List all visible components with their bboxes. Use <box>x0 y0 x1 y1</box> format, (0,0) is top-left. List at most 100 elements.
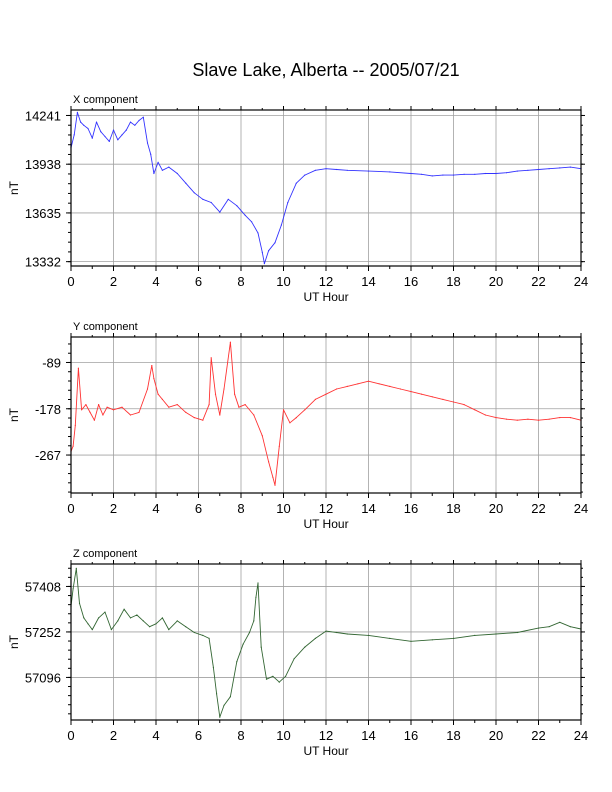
x-data-point <box>367 170 370 172</box>
z-data-point <box>495 633 497 635</box>
z-data-point <box>87 623 89 625</box>
z-x-tick-label: 4 <box>152 728 159 743</box>
z-x-tick-label: 10 <box>276 728 290 743</box>
y-data-point <box>295 417 297 419</box>
z-data-point <box>212 666 214 669</box>
y-data-point <box>93 419 95 421</box>
y-data-point <box>193 417 195 419</box>
z-data-point <box>229 696 231 698</box>
y-x-tick-label: 2 <box>110 501 117 516</box>
y-x-tick-label: 8 <box>237 501 244 516</box>
x-data-point <box>527 169 529 171</box>
z-data-point <box>149 626 151 628</box>
x-x-tick-label: 0 <box>67 274 74 289</box>
x-data-point <box>244 214 246 216</box>
z-data-point <box>117 620 119 622</box>
z-data-point <box>208 637 210 640</box>
x-data-point <box>129 121 132 123</box>
z-data-point <box>516 631 518 634</box>
z-data-point <box>202 634 204 637</box>
x-plot-frame <box>70 109 582 267</box>
z-data-point <box>216 693 218 695</box>
y-data-point <box>516 419 518 421</box>
y-x-axis-label: UT Hour <box>303 517 348 531</box>
y-data-point <box>229 341 231 343</box>
y-data-point <box>214 393 217 395</box>
y-data-point <box>399 388 401 390</box>
x-x-axis-label: UT Hour <box>303 290 348 304</box>
y-data-point <box>506 418 508 420</box>
y-data-point <box>282 409 285 411</box>
x-data-point <box>227 198 229 200</box>
y-x-tick-label: 16 <box>404 501 418 516</box>
x-data-point <box>193 192 195 194</box>
y-data-point <box>151 365 153 367</box>
x-data-point <box>261 251 263 253</box>
z-data-point <box>161 617 163 619</box>
x-data-point <box>389 171 391 173</box>
y-data-point <box>77 367 79 369</box>
x-data-point <box>548 168 550 170</box>
z-data-point <box>253 620 255 622</box>
z-panel-label: Z component <box>73 548 137 560</box>
x-panel-label: X component <box>73 94 138 106</box>
y-data-point <box>106 406 108 408</box>
x-data-point <box>95 121 98 123</box>
z-data-point <box>236 661 238 663</box>
z-y-tick-label: 57096 <box>25 670 61 685</box>
y-data-point <box>314 398 316 400</box>
z-data-point <box>142 620 144 622</box>
y-data-point <box>289 422 291 424</box>
x-data-point <box>484 172 486 175</box>
y-data-point <box>367 380 370 382</box>
x-x-tick-label: 18 <box>446 274 460 289</box>
x-data-point <box>325 168 327 170</box>
x-data-point <box>108 140 110 142</box>
x-data-point <box>121 134 123 136</box>
y-x-tick-label: 0 <box>67 501 74 516</box>
y-data-point <box>569 417 572 419</box>
x-data-point <box>263 263 265 265</box>
x-x-tick-label: 16 <box>404 274 418 289</box>
y-data-point <box>81 409 83 411</box>
y-data-point <box>325 393 327 395</box>
z-data-point <box>336 631 338 634</box>
z-data-point <box>314 637 316 640</box>
x-data-point <box>73 134 75 136</box>
y-data-point <box>208 404 210 406</box>
z-data-point <box>78 602 81 605</box>
z-data-point <box>537 627 540 629</box>
y-data-point <box>559 417 561 419</box>
y-data-point <box>278 445 280 447</box>
y-data-point <box>431 396 433 398</box>
y-data-point <box>537 419 540 421</box>
x-data-point <box>495 172 497 175</box>
x-x-tick-label: 2 <box>110 274 117 289</box>
z-data-point <box>346 633 348 635</box>
y-data-point <box>146 388 149 390</box>
y-x-tick-label: 10 <box>276 501 290 516</box>
z-x-axis-label: UT Hour <box>303 744 348 758</box>
x-data-point <box>83 124 85 126</box>
y-data-point <box>484 414 486 416</box>
x-data-point <box>336 168 338 171</box>
y-data-point <box>357 383 359 385</box>
x-x-tick-label: 12 <box>319 274 333 289</box>
y-x-tick-label: 12 <box>319 501 333 516</box>
x-data-point <box>442 174 444 176</box>
x-data-point <box>80 121 82 123</box>
z-data-point <box>72 588 74 590</box>
x-data-point <box>219 211 221 213</box>
x-y-tick-label: 13635 <box>25 206 61 221</box>
x-data-point <box>452 174 455 176</box>
x-x-tick-label: 4 <box>152 274 159 289</box>
y-data-point <box>121 406 123 408</box>
y-data-point <box>102 414 104 416</box>
x-data-point <box>161 169 163 171</box>
x-data-point <box>537 168 540 171</box>
x-x-tick-label: 10 <box>276 274 290 289</box>
x-x-tick-label: 20 <box>489 274 503 289</box>
z-data-point <box>431 639 433 641</box>
